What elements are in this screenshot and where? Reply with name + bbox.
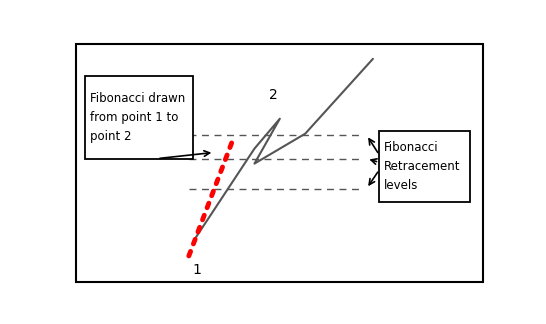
Text: Fibonacci drawn
from point 1 to
point 2: Fibonacci drawn from point 1 to point 2 <box>90 92 186 143</box>
Text: 2: 2 <box>269 88 278 102</box>
Text: Fibonacci
Retracement
levels: Fibonacci Retracement levels <box>384 141 461 192</box>
FancyBboxPatch shape <box>379 131 470 202</box>
FancyBboxPatch shape <box>85 76 193 159</box>
Text: 1: 1 <box>193 263 202 277</box>
